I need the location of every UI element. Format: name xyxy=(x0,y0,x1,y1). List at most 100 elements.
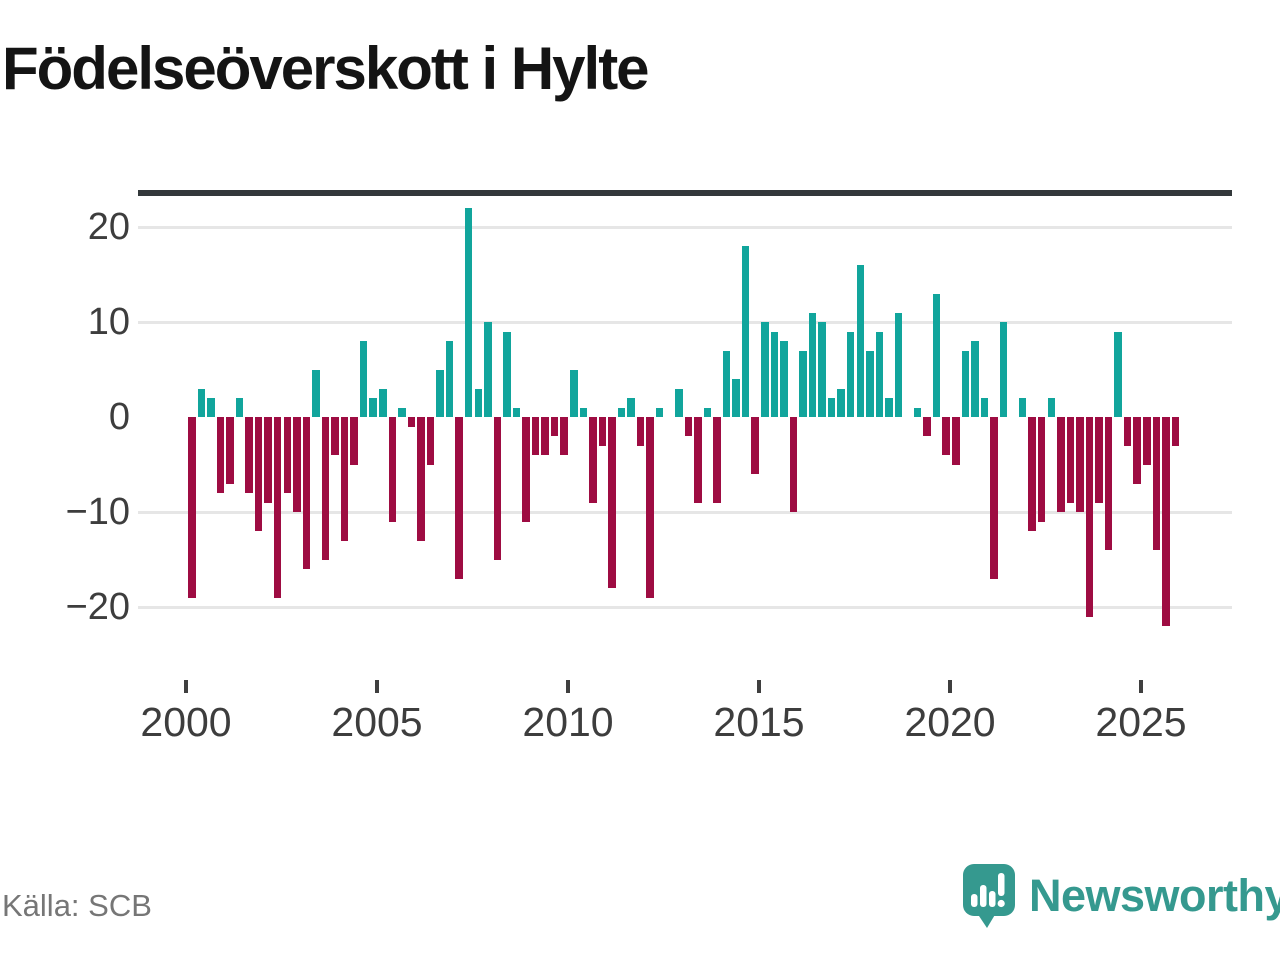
bar-2025-Q1 xyxy=(1143,417,1151,465)
bar-2019-Q2 xyxy=(923,417,931,436)
bar-2000-Q3 xyxy=(207,398,215,417)
bar-2006-Q2 xyxy=(426,417,435,465)
x-tick-label-2010: 2010 xyxy=(522,699,614,745)
bar-2012-Q2 xyxy=(655,407,664,417)
bar-2018-Q2 xyxy=(885,398,893,417)
bar-2014-Q4 xyxy=(751,417,759,474)
bar-2024-Q4 xyxy=(1133,417,1141,484)
bar-2005-Q1 xyxy=(379,388,387,417)
gridline-10 xyxy=(138,320,1232,324)
bar-2016-Q3 xyxy=(818,322,826,417)
bar-2021-Q1 xyxy=(990,417,998,579)
bar-2006-Q4 xyxy=(445,341,454,417)
bar-2008-Q2 xyxy=(503,331,511,417)
bar-2012-Q1 xyxy=(646,417,654,598)
bar-2022-Q2 xyxy=(1037,417,1046,522)
bar-2019-Q3 xyxy=(932,293,941,417)
bar-2015-Q3 xyxy=(780,341,788,417)
bar-2007-Q4 xyxy=(484,322,492,417)
bar-2003-Q4 xyxy=(331,417,339,455)
gridline-20 xyxy=(138,225,1232,229)
bar-2000-Q1 xyxy=(188,417,196,598)
x-tick-2005 xyxy=(375,680,379,693)
bar-2000-Q4 xyxy=(216,417,225,493)
bar-2013-Q3 xyxy=(703,407,712,417)
bar-2014-Q3 xyxy=(741,246,750,417)
bar-2013-Q2 xyxy=(694,417,702,503)
x-tick-2015 xyxy=(757,680,761,693)
bar-2011-Q1 xyxy=(608,417,616,588)
bar-2015-Q4 xyxy=(789,417,798,512)
bar-2005-Q4 xyxy=(407,417,416,427)
bar-2014-Q1 xyxy=(722,350,731,417)
source-note: Källa: SCB xyxy=(2,888,152,923)
bar-2009-Q4 xyxy=(560,417,568,455)
bar-2022-Q4 xyxy=(1057,417,1065,512)
bar-2023-Q1 xyxy=(1066,417,1075,503)
bar-2023-Q3 xyxy=(1085,417,1094,617)
bar-2020-Q2 xyxy=(961,350,970,417)
y-tick-label-20: 20 xyxy=(87,206,130,248)
bar-2022-Q3 xyxy=(1047,398,1055,417)
bar-2011-Q4 xyxy=(636,417,645,446)
newsworthy-logo: Newsworthy xyxy=(963,864,1280,930)
bar-2021-Q2 xyxy=(999,322,1008,417)
bar-2023-Q2 xyxy=(1076,417,1084,512)
bar-2013-Q4 xyxy=(713,417,721,503)
bar-2019-Q4 xyxy=(942,417,950,455)
x-tick-2025 xyxy=(1139,680,1143,693)
bar-2020-Q3 xyxy=(971,341,979,417)
bar-2005-Q2 xyxy=(388,417,397,522)
bar-2003-Q1 xyxy=(302,417,311,569)
bar-2008-Q1 xyxy=(493,417,502,560)
x-tick-label-2000: 2000 xyxy=(140,699,232,745)
bar-2025-Q3 xyxy=(1162,417,1170,626)
bar-2006-Q1 xyxy=(417,417,425,541)
y-tick-label--20: −20 xyxy=(65,586,130,628)
bar-2007-Q1 xyxy=(455,417,463,579)
bar-2021-Q4 xyxy=(1018,398,1027,417)
y-tick-label-0: 0 xyxy=(108,396,130,438)
bar-2024-Q2 xyxy=(1114,331,1122,417)
bar-2019-Q1 xyxy=(913,407,922,417)
bar-2017-Q3 xyxy=(856,265,864,417)
zero-axis-line xyxy=(138,190,1232,196)
bar-2008-Q3 xyxy=(512,407,521,417)
x-tick-label-2015: 2015 xyxy=(713,699,805,745)
bar-2010-Q3 xyxy=(589,417,597,503)
bar-2015-Q2 xyxy=(770,331,779,417)
bar-2016-Q1 xyxy=(799,350,807,417)
bar-2004-Q3 xyxy=(359,341,368,417)
bar-2002-Q3 xyxy=(283,417,291,493)
bar-2005-Q3 xyxy=(398,407,406,417)
bar-2023-Q4 xyxy=(1095,417,1103,503)
bar-2001-Q3 xyxy=(245,417,253,493)
x-tick-2020 xyxy=(948,680,952,693)
bar-2018-Q3 xyxy=(894,312,903,417)
bar-2010-Q1 xyxy=(570,369,578,417)
bar-2010-Q2 xyxy=(579,407,588,417)
bar-2011-Q3 xyxy=(627,398,635,417)
bar-2009-Q2 xyxy=(541,417,549,455)
x-tick-label-2025: 2025 xyxy=(1095,699,1187,745)
bar-2001-Q1 xyxy=(226,417,234,484)
bar-2024-Q3 xyxy=(1123,417,1132,446)
bar-2002-Q1 xyxy=(264,417,272,503)
plot-area: 20 10 0 −10 −20 2000 2005 2010 2015 2020 2025 xyxy=(66,190,1232,743)
newsworthy-bubble-icon xyxy=(963,864,1015,928)
bar-2007-Q2 xyxy=(464,208,473,417)
bar-2006-Q3 xyxy=(436,369,444,417)
bar-2001-Q4 xyxy=(254,417,263,531)
bar-2025-Q2 xyxy=(1152,417,1161,550)
bar-2007-Q3 xyxy=(474,388,482,417)
x-tick-label-2005: 2005 xyxy=(331,699,423,745)
bar-2002-Q4 xyxy=(293,417,301,512)
bar-2012-Q4 xyxy=(675,388,683,417)
bar-2016-Q2 xyxy=(808,312,817,417)
bar-2010-Q4 xyxy=(598,417,607,446)
bar-2001-Q2 xyxy=(235,398,244,417)
y-tick-label-10: 10 xyxy=(87,301,130,343)
x-tick-2010 xyxy=(566,680,570,693)
bar-2014-Q2 xyxy=(732,379,740,417)
